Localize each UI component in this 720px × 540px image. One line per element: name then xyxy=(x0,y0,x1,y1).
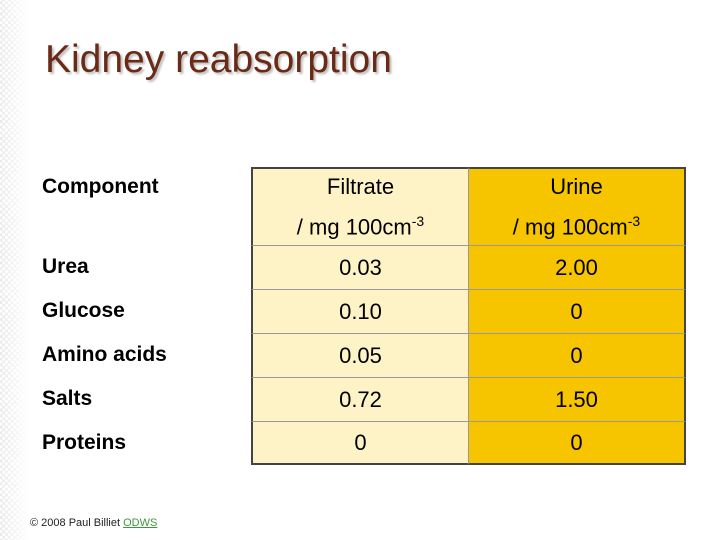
value-cell: 0.03 xyxy=(251,245,468,289)
value-cell: 0 xyxy=(468,421,686,465)
footer: © 2008 Paul Billiet ODWS xyxy=(30,517,157,529)
copyright: © 2008 Paul Billiet xyxy=(30,517,121,529)
value-cell: 1.50 xyxy=(468,377,686,421)
value-cell: 0 xyxy=(251,421,468,465)
value-cell: 2.00 xyxy=(468,245,686,289)
row-label: Urea xyxy=(36,245,251,289)
value-cell: 0.72 xyxy=(251,377,468,421)
table-row: Proteins 0 0 xyxy=(36,421,686,465)
value-cell: 0 xyxy=(468,289,686,333)
column-name: Urine xyxy=(550,173,603,199)
footer-link[interactable]: ODWS xyxy=(123,517,158,529)
exponent: -3 xyxy=(627,212,641,229)
value-cell: 0.10 xyxy=(251,289,468,333)
table-row: Glucose 0.10 0 xyxy=(36,289,686,333)
row-label: Salts xyxy=(36,377,251,421)
table: Component Filtrate / mg 100cm-3 Urine / … xyxy=(36,167,686,465)
header-cell: Urine / mg 100cm-3 xyxy=(468,167,686,245)
table-row: Amino acids 0.05 0 xyxy=(36,333,686,377)
row-label: Glucose xyxy=(36,289,251,333)
row-label: Proteins xyxy=(36,421,251,465)
column-unit: / mg 100cm-3 xyxy=(513,204,640,244)
value-cell: 0.05 xyxy=(251,333,468,377)
exponent: -3 xyxy=(411,212,425,229)
header-cell: Component xyxy=(36,167,251,245)
column-unit: / mg 100cm-3 xyxy=(297,204,424,244)
table-row: Urea 0.03 2.00 xyxy=(36,245,686,289)
value-cell: 0 xyxy=(468,333,686,377)
row-label: Amino acids xyxy=(36,333,251,377)
unit: / mg 100cm xyxy=(512,214,628,240)
table-row: Salts 0.72 1.50 xyxy=(36,377,686,421)
decor-strip xyxy=(0,0,30,540)
slide-title: Kidney reabsorption xyxy=(45,38,392,81)
table-body: Urea 0.03 2.00 Glucose 0.10 0 Amino acids 0.05 0… xyxy=(36,245,686,465)
column-name: Filtrate xyxy=(326,173,395,199)
header-row: Component Filtrate / mg 100cm-3 Urine / … xyxy=(36,167,686,245)
header-cell: Filtrate / mg 100cm-3 xyxy=(251,167,468,245)
unit: / mg 100cm xyxy=(296,214,412,240)
